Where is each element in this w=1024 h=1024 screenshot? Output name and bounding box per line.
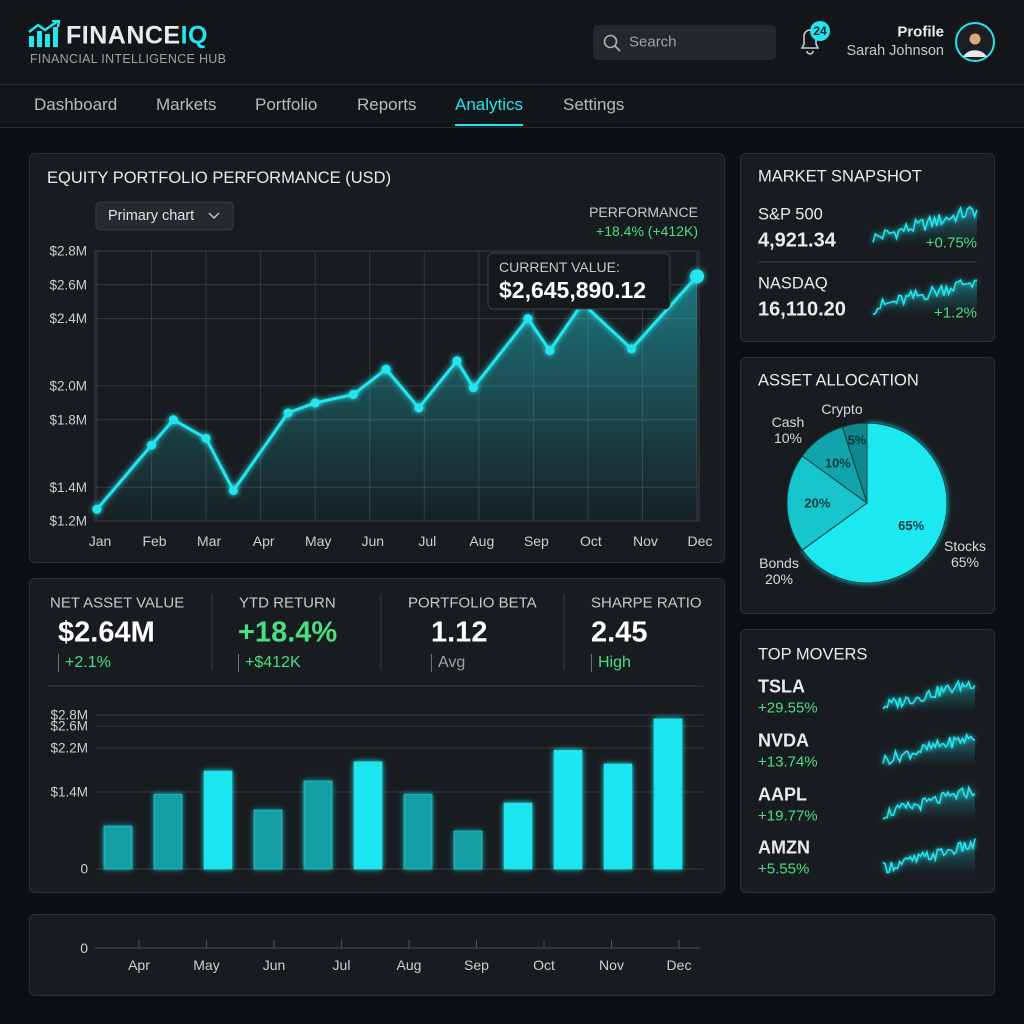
- kpi-value: +18.4%: [238, 616, 338, 649]
- mover-symbol: AAPL: [758, 784, 807, 805]
- avatar[interactable]: [954, 21, 996, 63]
- kpi-change: +$412K: [238, 654, 301, 672]
- index-value: 16,110.20: [758, 298, 846, 321]
- kpi-label: YTD RETURN: [239, 594, 336, 612]
- kpi-value: 1.12: [431, 616, 488, 649]
- index-change: +1.2%: [934, 304, 977, 322]
- kpi-label: PORTFOLIO BETA: [408, 594, 537, 612]
- header: [0, 0, 1024, 85]
- kpi-change: Avg: [431, 654, 465, 672]
- kpi-label: SHARPE RATIO: [591, 594, 702, 612]
- search-box[interactable]: Search: [593, 25, 776, 60]
- nav-bar: [0, 85, 1024, 128]
- mover-change: +13.74%: [758, 753, 818, 771]
- search-placeholder: Search: [629, 33, 677, 51]
- kpi-value: 2.45: [591, 616, 648, 649]
- search-icon: [603, 34, 621, 52]
- kpi-change: +2.1%: [58, 654, 111, 672]
- mover-change: +19.77%: [758, 807, 818, 825]
- panel-title: MARKET SNAPSHOT: [758, 167, 922, 186]
- nav-item[interactable]: Analytics: [455, 95, 524, 114]
- logo-accent: IQ: [180, 21, 209, 50]
- index-name: NASDAQ: [758, 274, 828, 293]
- panel-title: TOP MOVERS: [758, 645, 868, 664]
- mover-symbol: TSLA: [758, 676, 805, 697]
- nav-item[interactable]: Portfolio: [255, 95, 318, 114]
- badge: [810, 21, 830, 41]
- nav-underline: [455, 124, 523, 126]
- allocation-panel: [740, 357, 995, 614]
- notifications[interactable]: [796, 20, 836, 56]
- timeline-panel: [29, 914, 995, 996]
- panel-title: ASSET ALLOCATION: [758, 371, 919, 390]
- performance-panel: [29, 153, 725, 563]
- profile-label: Profile: [897, 23, 944, 41]
- kpi-change: High: [591, 654, 631, 672]
- logo: FINANCEIQ: [66, 22, 208, 51]
- index-value: 4,921.34: [758, 229, 836, 252]
- user-name: Sarah Johnson: [846, 43, 944, 59]
- index-name: S&P 500: [758, 205, 823, 224]
- nav-item[interactable]: Reports: [357, 95, 417, 114]
- tagline: FINANCIAL INTELLIGENCE HUB: [30, 52, 227, 66]
- mover-symbol: AMZN: [758, 837, 810, 858]
- mover-symbol: NVDA: [758, 730, 810, 751]
- mover-change: +29.55%: [758, 699, 818, 717]
- kpi-value: $2.64M: [58, 616, 155, 649]
- nav-item[interactable]: Dashboard: [34, 95, 118, 114]
- nav-item[interactable]: Markets: [156, 95, 217, 114]
- kpi-label: NET ASSET VALUE: [50, 594, 185, 612]
- nav-item[interactable]: Settings: [563, 95, 625, 114]
- mover-change: +5.55%: [758, 860, 810, 878]
- logo-text: FINANCE: [66, 21, 181, 50]
- index-change: +0.75%: [925, 234, 977, 252]
- badge-count: 24: [813, 24, 827, 38]
- logo-icon: [28, 20, 61, 47]
